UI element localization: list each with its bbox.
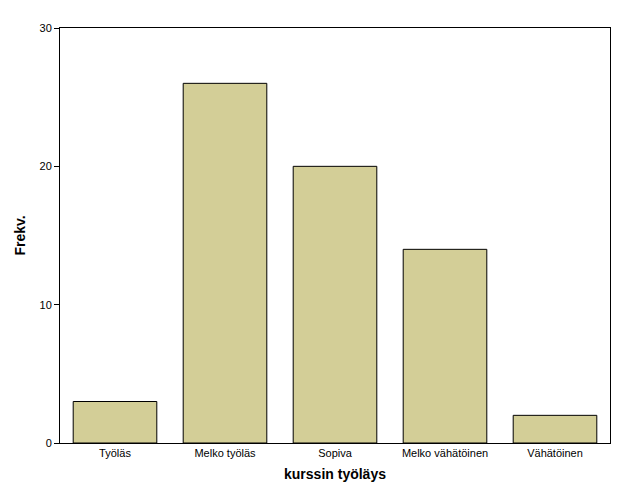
svg-text:Vähätöinen: Vähätöinen	[527, 447, 583, 459]
svg-text:Melko työläs: Melko työläs	[194, 447, 256, 459]
svg-text:Melko vähätöinen: Melko vähätöinen	[402, 447, 488, 459]
svg-text:20: 20	[40, 160, 52, 172]
svg-text:0: 0	[46, 437, 52, 449]
svg-text:Sopiva: Sopiva	[318, 447, 353, 459]
svg-text:10: 10	[40, 299, 52, 311]
svg-text:30: 30	[40, 22, 52, 34]
svg-text:kurssin työläys: kurssin työläys	[284, 466, 386, 482]
svg-text:Frekv.: Frekv.	[12, 215, 28, 255]
svg-text:Työläs: Työläs	[99, 447, 131, 459]
